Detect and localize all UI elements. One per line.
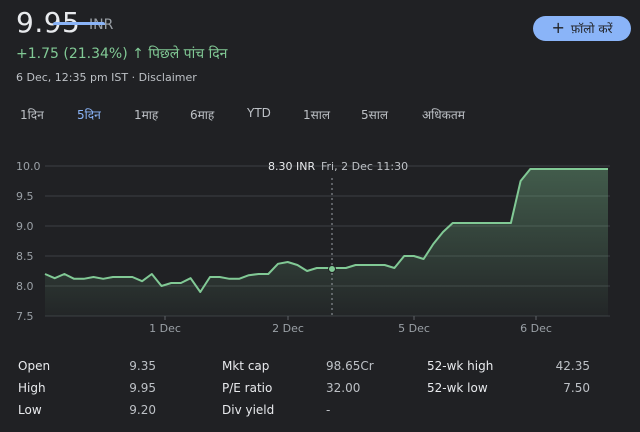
tab-1y[interactable]: 1साल: [303, 108, 330, 122]
price-chart[interactable]: 10.0 9.5 9.0 8.5 8.0 7.5 1 Dec 2 Dec 5 Dec 6 Dec…: [0, 140, 640, 340]
active-tab-indicator: [53, 22, 105, 25]
y-tick-label: 9.5: [16, 190, 34, 203]
stat-value-52wk-low: 7.50: [563, 381, 590, 395]
x-tick-label: 1 Dec: [149, 322, 181, 335]
arrow-up-icon: ↑: [132, 46, 144, 62]
tab-ytd[interactable]: YTD: [247, 106, 271, 120]
y-tick-label: 10.0: [16, 160, 41, 173]
stat-value-div-yield: -: [326, 403, 331, 417]
y-tick-label: 7.5: [16, 310, 34, 323]
stat-label-pe-ratio: P/E ratio: [222, 381, 273, 395]
tab-1d[interactable]: 1दिन: [20, 108, 44, 122]
follow-button-label: फ़ॉलो करें: [570, 22, 613, 36]
tab-max[interactable]: अधिकतम: [422, 108, 465, 122]
tooltip-price: 8.30 INR: [268, 160, 315, 173]
plus-icon: +: [551, 18, 565, 37]
x-tick-label: 5 Dec: [398, 322, 430, 335]
stat-label-mkt-cap: Mkt cap: [222, 359, 270, 373]
stat-value-high: 9.95: [129, 381, 156, 395]
stat-value-mkt-cap: 98.65Cr: [326, 359, 374, 373]
price-area-fill: [45, 169, 608, 316]
stat-value-low: 9.20: [129, 403, 156, 417]
stat-label-div-yield: Div yield: [222, 403, 275, 417]
stat-label-high: High: [18, 381, 46, 395]
stat-value-52wk-high: 42.35: [555, 359, 590, 373]
hover-point: [328, 265, 336, 273]
price-change: +1.75 (21.34%) ↑ पिछले पांच दिन: [16, 44, 227, 63]
stat-value-pe-ratio: 32.00: [326, 381, 361, 395]
change-period: पिछले पांच दिन: [148, 46, 228, 62]
tab-1m[interactable]: 1माह: [134, 108, 159, 122]
tooltip-time: Fri, 2 Dec 11:30: [321, 160, 408, 173]
tab-5y[interactable]: 5साल: [361, 108, 388, 122]
x-tick-label: 2 Dec: [272, 322, 304, 335]
stat-label-52wk-low: 52-wk low: [427, 381, 488, 395]
quote-timestamp: 6 Dec, 12:35 pm IST · Disclaimer: [16, 71, 197, 84]
stat-label-low: Low: [18, 403, 42, 417]
change-value: +1.75 (21.34%): [16, 46, 128, 62]
tab-5d[interactable]: 5दिन: [77, 108, 101, 122]
y-tick-label: 9.0: [16, 220, 34, 233]
x-tick-label: 6 Dec: [520, 322, 552, 335]
y-tick-label: 8.5: [16, 250, 34, 263]
stat-label-52wk-high: 52-wk high: [427, 359, 494, 373]
stat-value-open: 9.35: [129, 359, 156, 373]
stat-label-open: Open: [18, 359, 51, 373]
price-line: [44, 168, 608, 293]
y-tick-label: 8.0: [16, 280, 34, 293]
follow-button[interactable]: + फ़ॉलो करें: [533, 16, 631, 41]
tab-6m[interactable]: 6माह: [190, 108, 215, 122]
x-axis: 1 Dec 2 Dec 5 Dec 6 Dec: [149, 316, 552, 335]
y-axis: 10.0 9.5 9.0 8.5 8.0 7.5: [16, 160, 41, 323]
currency-label: INR: [89, 17, 114, 33]
